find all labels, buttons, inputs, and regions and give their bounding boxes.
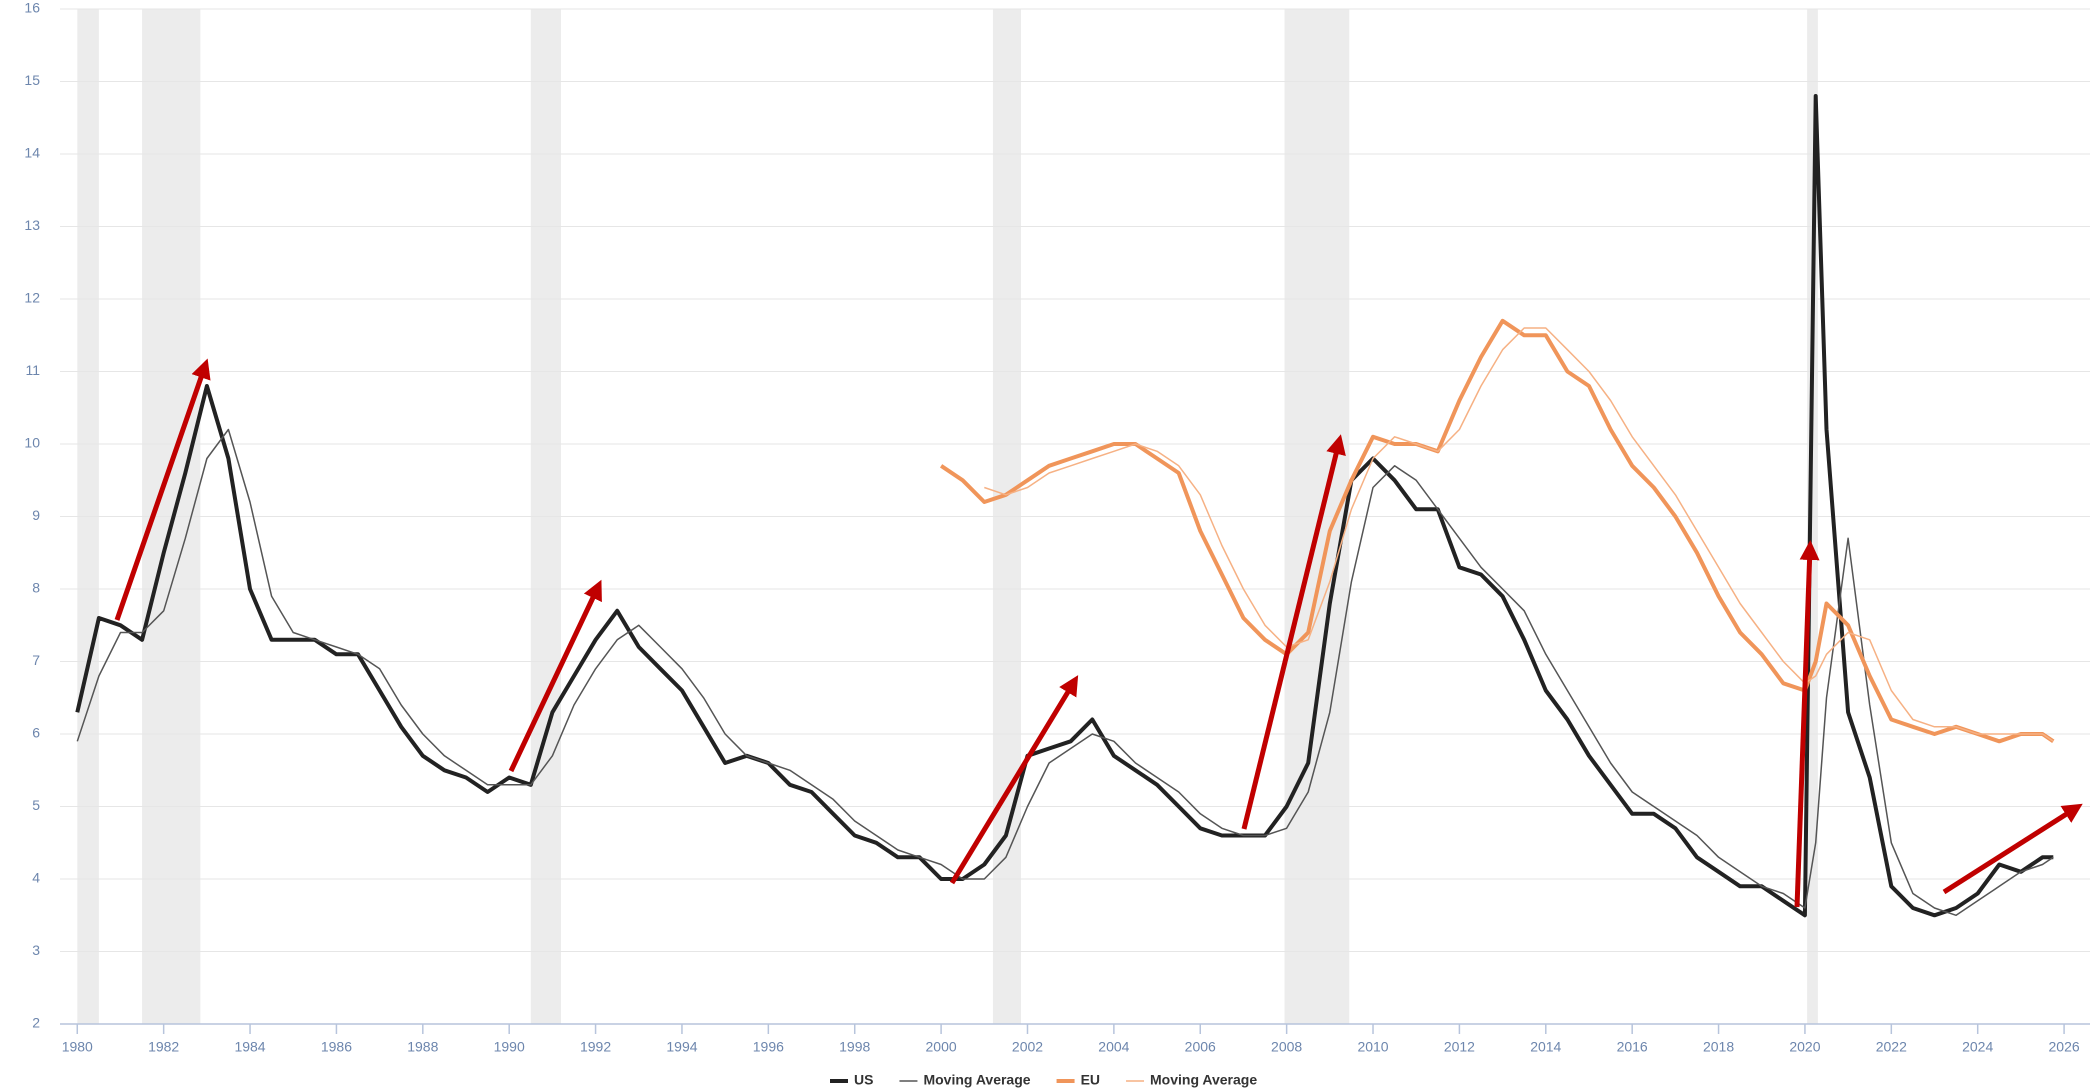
x-tick-label: 2014	[1530, 1039, 1561, 1055]
y-tick-label: 3	[32, 942, 40, 958]
y-tick-label: 5	[32, 797, 40, 813]
arrow	[508, 579, 602, 773]
y-tick-label: 2	[32, 1015, 40, 1031]
x-tick-label: 2000	[926, 1039, 957, 1055]
x-tick-label: 1994	[666, 1039, 697, 1055]
y-tick-label: 10	[24, 435, 40, 451]
x-tick-label: 2026	[2049, 1039, 2080, 1055]
legend-label: Moving Average	[923, 1072, 1030, 1088]
y-tick-label: 7	[32, 652, 40, 668]
y-tick-label: 4	[32, 870, 40, 886]
lines	[75, 94, 2055, 918]
y-tick-label: 14	[24, 145, 40, 161]
legend-label: Moving Average	[1150, 1072, 1257, 1088]
x-tick-label: 2022	[1876, 1039, 1907, 1055]
x-tick-label: 2006	[1185, 1039, 1216, 1055]
x-tick-label: 1988	[407, 1039, 438, 1055]
legend-label: US	[854, 1072, 873, 1088]
y-tick-label: 13	[24, 217, 40, 233]
series-line	[76, 428, 2054, 917]
y-tick-label: 11	[25, 362, 40, 378]
arrow	[1241, 434, 1346, 830]
x-tick-label: 1982	[148, 1039, 179, 1055]
x-tick-label: 1990	[494, 1039, 525, 1055]
series-line	[939, 318, 2055, 744]
x-tick-label: 1984	[234, 1039, 265, 1055]
x-tick-label: 2020	[1789, 1039, 1820, 1055]
x-tick-label: 2008	[1271, 1039, 1302, 1055]
y-tick-label: 9	[32, 507, 40, 523]
y-tick-label: 15	[24, 72, 40, 88]
x-tick-label: 1986	[321, 1039, 352, 1055]
arrow	[1794, 540, 1820, 908]
arrow	[949, 675, 1079, 885]
y-tick-label: 8	[32, 580, 40, 596]
x-tick-label: 2016	[1617, 1039, 1648, 1055]
legend-label: EU	[1081, 1072, 1100, 1088]
trend-arrows	[114, 358, 2083, 908]
y-tick-label: 16	[24, 0, 40, 16]
x-tick-label: 1996	[753, 1039, 784, 1055]
x-tick-label: 2012	[1444, 1039, 1475, 1055]
series-line	[75, 94, 2054, 918]
x-tick-label: 2024	[1962, 1039, 1993, 1055]
legend: US Moving Average EU Moving Average	[830, 1072, 1257, 1088]
x-tick-label: 2004	[1098, 1039, 1129, 1055]
axes: 2 3 4 5 6 7 8 9 10 11 12 13 14 15 16 1980 1982 1984 1986 19…	[24, 0, 2090, 1055]
arrow	[1942, 803, 2083, 895]
x-tick-label: 2018	[1703, 1039, 1734, 1055]
y-tick-label: 6	[32, 725, 40, 741]
grid	[60, 8, 2090, 1025]
arrow	[114, 358, 211, 621]
y-tick-label: 12	[24, 290, 40, 306]
x-tick-label: 2010	[1357, 1039, 1388, 1055]
x-tick-label: 1998	[839, 1039, 870, 1055]
x-tick-label: 1980	[62, 1039, 93, 1055]
x-tick-label: 2002	[1012, 1039, 1043, 1055]
series-line	[984, 327, 2054, 742]
x-tick-label: 1992	[580, 1039, 611, 1055]
